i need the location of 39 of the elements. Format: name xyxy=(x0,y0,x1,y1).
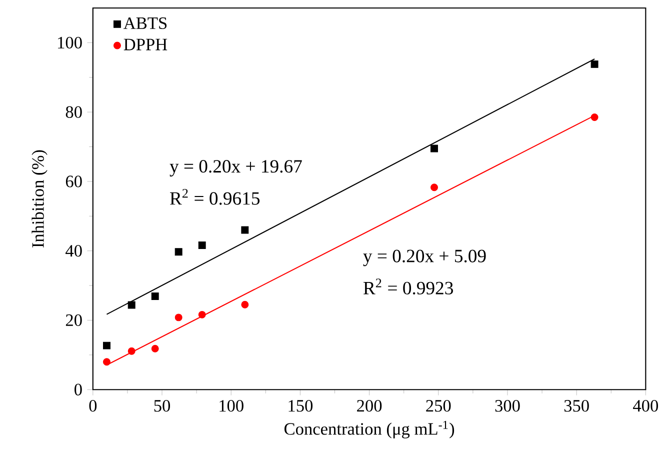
legend-label: DPPH xyxy=(124,39,168,50)
point xyxy=(151,345,159,353)
y-tick-label: 100 xyxy=(58,37,82,49)
y-tick-label: 20 xyxy=(66,314,82,326)
point xyxy=(102,358,110,366)
x-tick-label: 150 xyxy=(288,400,313,412)
x-tick-label: 0 xyxy=(89,400,97,412)
y-tick-label: 60 xyxy=(66,176,82,188)
legend-label: ABTS xyxy=(124,18,167,30)
annotation: y = 0.20x + 5.09 xyxy=(363,250,486,266)
x-axis-title: Concentration (μg mL$^{-1}$) xyxy=(284,421,454,439)
x-tick-label: 250 xyxy=(426,400,451,412)
y-tick-label: 40 xyxy=(66,245,82,257)
x-tick-label: 300 xyxy=(495,400,520,412)
y-axis-title: Inhibition (%) xyxy=(32,150,48,248)
point xyxy=(241,301,249,309)
point xyxy=(198,242,206,250)
point xyxy=(102,342,110,350)
y-tick-label: 0 xyxy=(74,384,82,396)
point xyxy=(590,114,598,122)
point xyxy=(198,311,206,319)
x-tick-label: 350 xyxy=(564,400,589,412)
annotation: y = 0.20x + 19.67 xyxy=(170,160,302,177)
point xyxy=(128,301,136,309)
point xyxy=(128,348,136,356)
x-tick-label: 200 xyxy=(357,400,382,412)
x-tick-label: 50 xyxy=(154,400,170,412)
x-tick-label: 100 xyxy=(220,400,244,412)
point xyxy=(151,292,159,300)
point xyxy=(430,144,438,152)
point xyxy=(174,314,182,322)
point xyxy=(241,226,249,234)
point xyxy=(430,184,438,192)
annotation: R$^{2}$ = 0.9923 xyxy=(363,278,453,295)
point xyxy=(590,60,598,68)
point xyxy=(174,248,182,256)
y-tick-label: 80 xyxy=(66,106,82,118)
annotation: R$^{2}$ = 0.9615 xyxy=(170,189,260,206)
x-tick-label: 400 xyxy=(633,400,658,412)
